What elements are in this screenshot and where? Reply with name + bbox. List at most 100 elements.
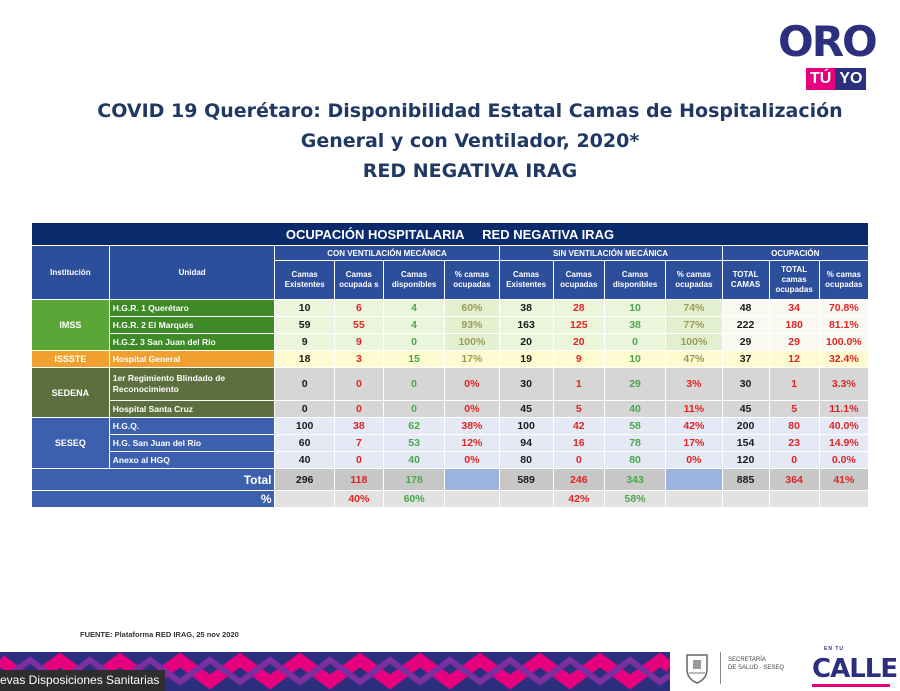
value-cell: 29 xyxy=(768,333,820,351)
table-row: Hospital Santa Cruz 0 0 0 0% 45 5 40 11%… xyxy=(32,400,870,418)
secretaria-line-2: DE SALUD · SESEQ xyxy=(728,665,785,671)
unit-cell: H.G. San Juan del Río xyxy=(108,434,276,452)
unit-cell: Hospital General xyxy=(108,350,276,368)
percent-blank-cell xyxy=(498,490,554,508)
value-cell: 10 xyxy=(274,299,335,317)
table-row: ISSSTE Hospital General 18 3 15 17% 19 9… xyxy=(31,350,870,368)
value-cell: 6 xyxy=(333,299,384,317)
table-row: H.G.Z. 3 San Juan del Río 9 9 0 100% 20 … xyxy=(32,333,870,351)
total-cell: 246 xyxy=(552,468,605,491)
group-header-row: Institución Unidad CON VENTILACIÓN MECÁN… xyxy=(31,245,869,300)
logo-divider xyxy=(720,652,721,684)
queretaro-shield-icon xyxy=(686,654,708,684)
logo-yo-text: YO xyxy=(835,68,867,90)
percent-row: % 40% 60% 42% 58% xyxy=(30,490,870,508)
value-cell: 94 xyxy=(498,434,554,452)
value-cell: 15 xyxy=(382,350,446,368)
table-row: H.G. San Juan del Río 60 7 53 12% 94 16 … xyxy=(32,434,870,452)
sub-header: TOTAL camas ocupadas xyxy=(768,260,820,300)
inst-sedena: SEDENA xyxy=(31,367,110,418)
value-cell: 48 xyxy=(721,299,770,317)
percent-blank-cell xyxy=(768,490,820,508)
sub-header: Camas Existentes xyxy=(498,260,554,300)
sub-header: Camas disponibles xyxy=(382,260,446,300)
percent-blank-cell xyxy=(274,490,335,508)
value-cell: 38 xyxy=(498,299,554,317)
secretaria-line-1: SECRETARÍA xyxy=(728,657,766,663)
value-cell: 30 xyxy=(498,367,554,401)
sub-header: % camas ocupadas xyxy=(444,260,500,300)
value-cell: 10 xyxy=(603,350,667,368)
value-cell: 1 xyxy=(552,367,605,401)
value-cell: 9 xyxy=(274,333,335,351)
title-line-2: General y con Ventilador, 2020* xyxy=(300,130,640,152)
value-cell: 154 xyxy=(721,434,770,452)
value-cell: 1 xyxy=(768,367,820,401)
value-cell: 77% xyxy=(665,316,723,334)
group-ocupacion: OCUPACIÓN xyxy=(721,245,869,261)
group-con-ventilacion: CON VENTILACIÓN MECÁNICA xyxy=(274,245,500,261)
value-cell: 38 xyxy=(333,417,384,435)
value-cell: 5 xyxy=(552,400,605,418)
percent-cell: 58% xyxy=(603,490,667,508)
value-cell: 125 xyxy=(552,316,605,334)
unit-cell: 1er Regimiento Blindado de Reconocimient… xyxy=(108,367,276,401)
value-cell: 0 xyxy=(333,451,384,469)
value-cell: 80 xyxy=(498,451,554,469)
value-cell: 9 xyxy=(552,350,605,368)
value-cell: 30 xyxy=(721,367,770,401)
total-cell: 589 xyxy=(498,468,554,491)
percent-cell: 60% xyxy=(382,490,446,508)
value-cell: 74% xyxy=(665,299,723,317)
value-cell: 32.4% xyxy=(818,350,870,368)
sub-header: Camas disponibles xyxy=(603,260,667,300)
value-cell: 53 xyxy=(382,434,446,452)
sub-header: Camas ocupada s xyxy=(333,260,384,300)
value-cell: 0 xyxy=(603,333,667,351)
value-cell: 0% xyxy=(444,400,500,418)
value-cell: 11.1% xyxy=(818,400,870,418)
value-cell: 0% xyxy=(444,367,500,401)
value-cell: 40 xyxy=(274,451,335,469)
oro-tu-yo-logo: ORO TÚ YO xyxy=(772,18,890,92)
total-cell: 296 xyxy=(274,468,335,491)
total-label: Total xyxy=(30,468,276,491)
title-line-3: RED NEGATIVA IRAG xyxy=(362,160,578,182)
news-ticker: evas Disposiciones Sanitarias xyxy=(0,670,166,691)
total-cell: 343 xyxy=(603,468,667,491)
value-cell: 47% xyxy=(665,350,723,368)
sub-header: Camas ocupadas xyxy=(552,260,605,300)
hospital-occupancy-table: OCUPACIÓN HOSPITALARIA RED NEGATIVA IRAG… xyxy=(30,222,870,508)
value-cell: 62 xyxy=(382,417,446,435)
value-cell: 12 xyxy=(768,350,820,368)
col-unidad-header: Unidad xyxy=(108,245,276,300)
value-cell: 0% xyxy=(665,451,723,469)
value-cell: 163 xyxy=(498,316,554,334)
value-cell: 10 xyxy=(603,299,667,317)
sub-header: Camas Existentes xyxy=(274,260,335,300)
value-cell: 0 xyxy=(333,367,384,401)
value-cell: 3 xyxy=(333,350,384,368)
title-line-1: COVID 19 Querétaro: Disponibilidad Estat… xyxy=(97,100,843,122)
value-cell: 9 xyxy=(333,333,384,351)
value-cell: 42 xyxy=(552,417,605,435)
unit-cell: H.G.Z. 3 San Juan del Río xyxy=(108,333,276,351)
value-cell: 222 xyxy=(721,316,770,334)
sub-header: % camas ocupadas xyxy=(665,260,723,300)
value-cell: 200 xyxy=(721,417,770,435)
percent-label: % xyxy=(30,490,276,508)
value-cell: 0 xyxy=(768,451,820,469)
value-cell: 60% xyxy=(444,299,500,317)
value-cell: 29 xyxy=(721,333,770,351)
col-institucion-header: Institución xyxy=(31,245,110,300)
value-cell: 0 xyxy=(274,400,335,418)
calle-logo: CALLE xyxy=(812,654,898,684)
value-cell: 14.9% xyxy=(818,434,870,452)
unit-cell: H.G.R. 2 El Marqués xyxy=(108,316,276,334)
unit-cell: H.G.R. 1 Querétaro xyxy=(108,299,276,317)
value-cell: 100 xyxy=(498,417,554,435)
value-cell: 80 xyxy=(768,417,820,435)
value-cell: 100% xyxy=(665,333,723,351)
value-cell: 0 xyxy=(333,400,384,418)
value-cell: 37 xyxy=(721,350,770,368)
